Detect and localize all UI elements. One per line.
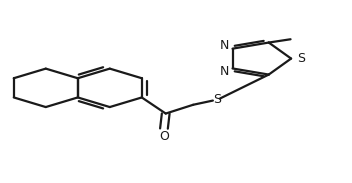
Text: S: S xyxy=(297,52,305,65)
Text: S: S xyxy=(213,93,221,106)
Text: O: O xyxy=(159,130,169,143)
Text: N: N xyxy=(220,65,229,78)
Text: N: N xyxy=(220,39,229,52)
